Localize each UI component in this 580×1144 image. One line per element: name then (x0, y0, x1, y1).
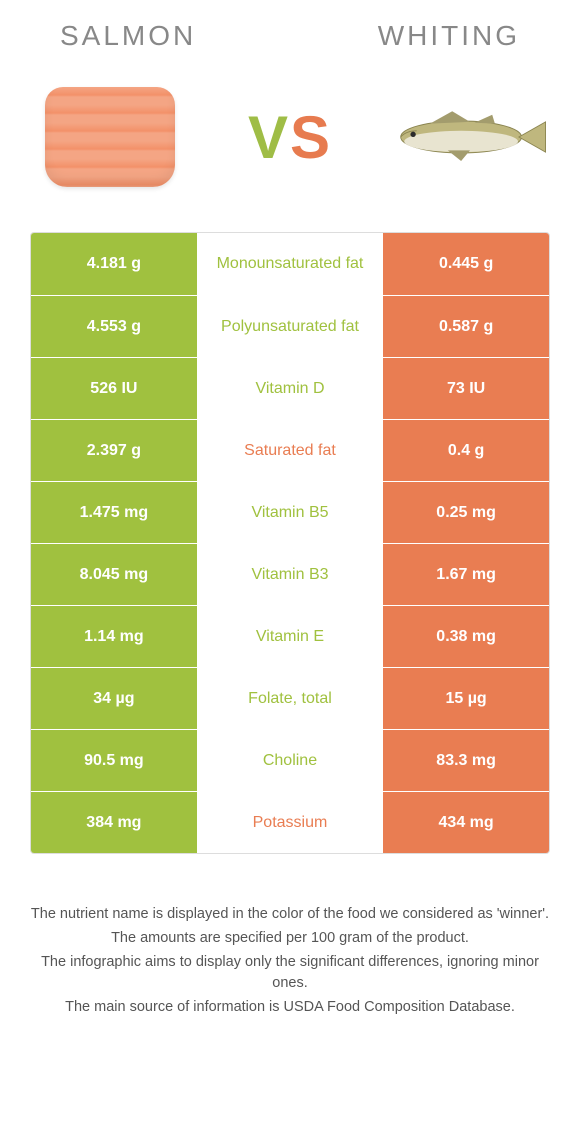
nutrient-label: Choline (197, 730, 383, 791)
footer-line: The amounts are specified per 100 gram o… (30, 928, 550, 950)
whiting-value: 73 IU (383, 358, 549, 419)
salmon-value: 90.5 mg (31, 730, 197, 791)
vs-row: VS (0, 62, 580, 232)
whiting-value: 0.4 g (383, 420, 549, 481)
table-row: 4.553 gPolyunsaturated fat0.587 g (31, 295, 549, 357)
whiting-value: 0.587 g (383, 296, 549, 357)
salmon-value: 4.553 g (31, 296, 197, 357)
salmon-value: 4.181 g (31, 233, 197, 295)
whiting-value: 15 µg (383, 668, 549, 729)
nutrient-label: Vitamin B5 (197, 482, 383, 543)
nutrient-label: Potassium (197, 792, 383, 853)
table-row: 2.397 gSaturated fat0.4 g (31, 419, 549, 481)
table-row: 1.14 mgVitamin E0.38 mg (31, 605, 549, 667)
nutrient-label: Vitamin B3 (197, 544, 383, 605)
table-row: 34 µgFolate, total15 µg (31, 667, 549, 729)
salmon-value: 2.397 g (31, 420, 197, 481)
salmon-value: 384 mg (31, 792, 197, 853)
salmon-value: 1.475 mg (31, 482, 197, 543)
whiting-value: 0.445 g (383, 233, 549, 295)
footer-line: The nutrient name is displayed in the co… (30, 904, 550, 926)
whiting-value: 1.67 mg (383, 544, 549, 605)
table-row: 1.475 mgVitamin B50.25 mg (31, 481, 549, 543)
title-salmon: SALMON (60, 20, 196, 52)
title-whiting: WHITING (378, 20, 520, 52)
whiting-value: 434 mg (383, 792, 549, 853)
nutrient-label: Vitamin D (197, 358, 383, 419)
salmon-value: 8.045 mg (31, 544, 197, 605)
nutrient-table: 4.181 gMonounsaturated fat0.445 g4.553 g… (30, 232, 550, 854)
salmon-fillet-icon (45, 87, 175, 187)
vs-label: VS (248, 103, 332, 172)
vs-s: S (290, 104, 332, 171)
vs-v: V (248, 104, 290, 171)
footer-line: The main source of information is USDA F… (30, 997, 550, 1019)
nutrient-label: Polyunsaturated fat (197, 296, 383, 357)
whiting-value: 83.3 mg (383, 730, 549, 791)
table-row: 8.045 mgVitamin B31.67 mg (31, 543, 549, 605)
whiting-value: 0.38 mg (383, 606, 549, 667)
table-row: 384 mgPotassium434 mg (31, 791, 549, 853)
nutrient-label: Monounsaturated fat (197, 233, 383, 295)
whiting-value: 0.25 mg (383, 482, 549, 543)
salmon-value: 1.14 mg (31, 606, 197, 667)
footer-notes: The nutrient name is displayed in the co… (30, 904, 550, 1019)
nutrient-label: Saturated fat (197, 420, 383, 481)
nutrient-label: Folate, total (197, 668, 383, 729)
header: SALMON WHITING (0, 0, 580, 62)
whiting-fish-icon (390, 102, 550, 172)
nutrient-label: Vitamin E (197, 606, 383, 667)
salmon-image (30, 77, 190, 197)
whiting-image (390, 77, 550, 197)
table-row: 526 IUVitamin D73 IU (31, 357, 549, 419)
salmon-value: 34 µg (31, 668, 197, 729)
footer-line: The infographic aims to display only the… (30, 952, 550, 996)
salmon-value: 526 IU (31, 358, 197, 419)
table-row: 4.181 gMonounsaturated fat0.445 g (31, 233, 549, 295)
table-row: 90.5 mgCholine83.3 mg (31, 729, 549, 791)
